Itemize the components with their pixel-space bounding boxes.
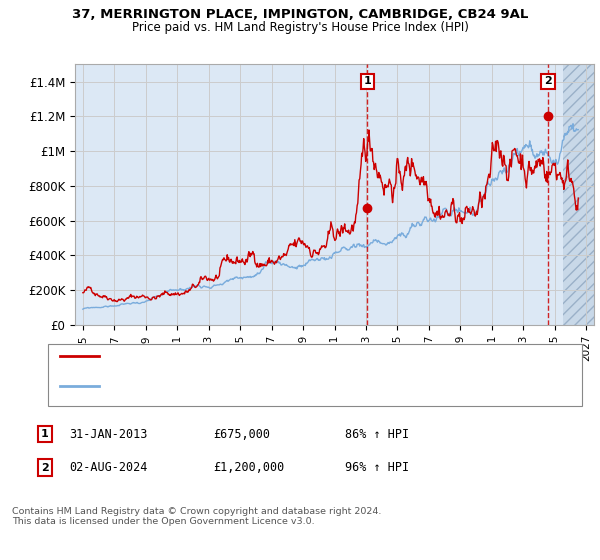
Text: 02-AUG-2024: 02-AUG-2024 (69, 461, 148, 474)
Text: 1: 1 (364, 76, 371, 86)
Text: 2: 2 (544, 76, 552, 86)
Text: HPI: Average price, detached house, South Cambridgeshire: HPI: Average price, detached house, Sout… (105, 381, 415, 391)
Text: £675,000: £675,000 (213, 427, 270, 441)
Text: Price paid vs. HM Land Registry's House Price Index (HPI): Price paid vs. HM Land Registry's House … (131, 21, 469, 34)
Text: 96% ↑ HPI: 96% ↑ HPI (345, 461, 409, 474)
Text: £1,200,000: £1,200,000 (213, 461, 284, 474)
Text: 37, MERRINGTON PLACE, IMPINGTON, CAMBRIDGE, CB24 9AL (detached house): 37, MERRINGTON PLACE, IMPINGTON, CAMBRID… (105, 351, 519, 361)
Text: 1: 1 (41, 429, 49, 439)
Text: Contains HM Land Registry data © Crown copyright and database right 2024.
This d: Contains HM Land Registry data © Crown c… (12, 507, 382, 526)
Bar (563, 64, 594, 325)
Text: 31-JAN-2013: 31-JAN-2013 (69, 427, 148, 441)
Text: 37, MERRINGTON PLACE, IMPINGTON, CAMBRIDGE, CB24 9AL: 37, MERRINGTON PLACE, IMPINGTON, CAMBRID… (72, 8, 528, 21)
Text: 2: 2 (41, 463, 49, 473)
Text: 86% ↑ HPI: 86% ↑ HPI (345, 427, 409, 441)
